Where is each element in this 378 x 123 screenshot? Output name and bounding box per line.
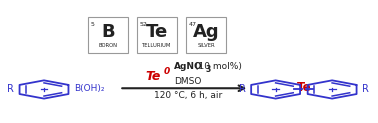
Text: SILVER: SILVER	[197, 43, 215, 48]
Text: R: R	[7, 84, 14, 94]
Text: Te: Te	[146, 70, 161, 83]
Text: 47: 47	[189, 22, 197, 27]
Text: 3: 3	[205, 65, 210, 74]
Text: Te: Te	[146, 23, 168, 41]
Text: R: R	[362, 84, 369, 94]
Text: R: R	[239, 84, 245, 94]
Text: B: B	[101, 23, 115, 41]
Text: AgNO: AgNO	[174, 62, 203, 71]
Bar	[186, 16, 226, 53]
Bar	[137, 16, 177, 53]
Text: B(OH)₂: B(OH)₂	[74, 84, 105, 93]
Text: Ag: Ag	[193, 23, 219, 41]
Text: 0: 0	[163, 67, 169, 76]
Text: 52: 52	[140, 22, 148, 27]
Text: 5: 5	[91, 22, 95, 27]
Text: (10 mol%): (10 mol%)	[195, 62, 242, 71]
Text: DMSO: DMSO	[174, 77, 202, 86]
Bar	[88, 16, 128, 53]
Text: BORON: BORON	[99, 43, 118, 48]
Text: TELLURIUM: TELLURIUM	[142, 43, 172, 48]
Text: 120 °C, 6 h, air: 120 °C, 6 h, air	[154, 91, 222, 100]
Text: Te: Te	[297, 81, 311, 93]
